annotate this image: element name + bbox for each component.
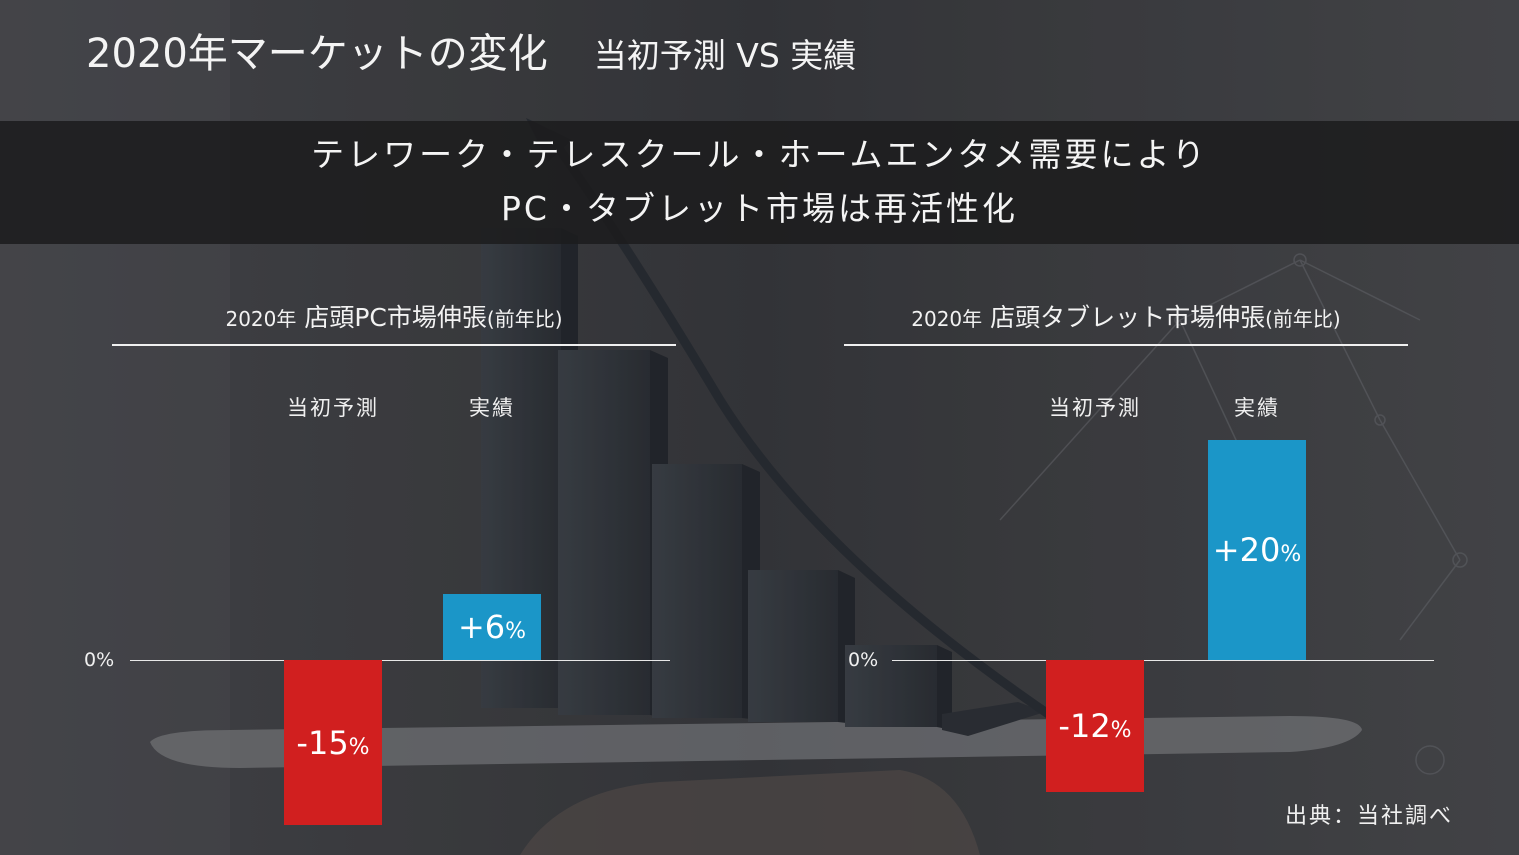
banner-line-2: PC・タブレット市場は再活性化	[501, 189, 1018, 228]
pc-bar-value-label: +6%	[423, 607, 561, 652]
pc-chart-title-year: 2020年	[225, 307, 297, 331]
message-banner: テレワーク・テレスクール・ホームエンタメ需要により PC・タブレット市場は再活性…	[0, 121, 1519, 244]
tablet-chart-title-main: 店頭タブレット市場伸張	[990, 303, 1266, 332]
pc-zero-label: 0%	[84, 649, 115, 671]
pc-chart-title-underline	[112, 344, 676, 346]
tablet-zero-baseline	[892, 660, 1434, 661]
pc-chart-title-main: 店頭PC市場伸張	[304, 303, 487, 332]
tablet-bar	[1046, 660, 1144, 792]
pc-category-label: 実績	[469, 396, 515, 420]
banner-line-1: テレワーク・テレスクール・ホームエンタメ需要により	[311, 135, 1208, 174]
slide-title: 2020年マーケットの変化 当初予測 VS 実績	[86, 26, 856, 82]
tablet-chart-title-underline	[844, 344, 1408, 346]
tablet-bar-value-number: +20	[1212, 531, 1281, 569]
pc-bar	[284, 660, 382, 825]
tablet-chart-title-year: 2020年	[911, 307, 983, 331]
pc-bar-value-number: -15	[296, 723, 349, 762]
source-note: 出典：当社調べ	[1284, 804, 1453, 829]
tablet-chart-title: 2020年 店頭タブレット市場伸張(前年比)	[844, 298, 1408, 339]
tablet-bar-value-label: -12%	[1026, 706, 1164, 751]
pc-chart-title: 2020年 店頭PC市場伸張(前年比)	[112, 298, 676, 339]
title-main: 2020年マーケットの変化	[86, 31, 548, 77]
tablet-bar-value-unit: %	[1110, 718, 1132, 743]
tablet-bar	[1208, 440, 1306, 660]
tablet-bar-value-label: +20%	[1188, 530, 1326, 575]
title-subtitle: 当初予測 VS 実績	[593, 36, 857, 75]
pc-bar-value-number: +6	[457, 608, 506, 646]
pc-bar-value-unit: %	[505, 619, 527, 644]
pc-bar-value-label: -15%	[264, 723, 402, 768]
pc-bar-value-unit: %	[348, 734, 370, 760]
pc-bar	[443, 594, 541, 660]
tablet-category-label: 当初予測	[1049, 396, 1141, 420]
tablet-bar-value-unit: %	[1280, 542, 1302, 567]
tablet-bar-value-number: -12	[1058, 707, 1111, 745]
pc-zero-baseline	[130, 660, 670, 661]
pc-chart-title-suffix: (前年比)	[486, 307, 563, 331]
tablet-chart-title-suffix: (前年比)	[1265, 307, 1341, 331]
pc-category-label: 当初予測	[287, 396, 379, 420]
tablet-zero-label: 0%	[848, 649, 879, 671]
tablet-category-label: 実績	[1234, 396, 1280, 420]
